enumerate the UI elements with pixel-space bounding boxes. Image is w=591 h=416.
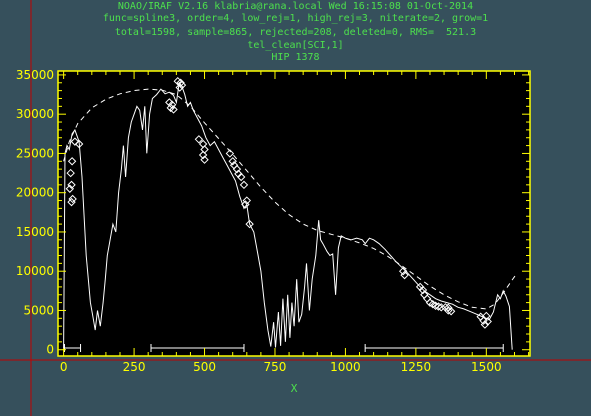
header-line-5: HIP 1378 [271, 52, 320, 63]
x-tick-label: 0 [60, 360, 68, 374]
header-line-3: total=1598, sample=865, rejected=208, de… [114, 27, 477, 38]
fit-curve [63, 88, 518, 310]
y-tick-label: 30000 [16, 107, 54, 121]
rejected-point [232, 164, 242, 174]
rejected-point [67, 157, 77, 166]
sample-ranges [63, 344, 504, 352]
rejected-point [67, 180, 76, 190]
rejected-point [444, 306, 453, 315]
rejected-point [167, 100, 177, 109]
x-tick-label: 250 [123, 360, 146, 374]
rejected-point [175, 83, 184, 92]
rejected-point [236, 172, 246, 182]
data-series [63, 76, 518, 350]
rejected-point [176, 78, 185, 87]
x-axis-label: X [291, 382, 298, 395]
rejected-point [225, 149, 235, 158]
spectrum-line [63, 81, 513, 350]
x-tick-label: 500 [193, 360, 216, 374]
rejected-point [200, 155, 209, 164]
y-tick-label: 0 [46, 343, 54, 357]
y-tick-label: 20000 [16, 186, 54, 200]
rejected-point [169, 105, 178, 114]
header-line-4: tel_clean[SCI,1] [247, 40, 344, 51]
rejected-point [67, 197, 76, 207]
y-tick-label: 15000 [16, 225, 54, 239]
rejected-point [418, 285, 428, 295]
plot-area [58, 71, 530, 356]
y-tick-label: 35000 [16, 68, 54, 82]
rejected-point [242, 196, 252, 205]
x-tick-label: 750 [264, 360, 287, 374]
rejected-point [480, 320, 490, 329]
rejected-point [65, 184, 75, 193]
rejected-point [228, 157, 237, 166]
y-tick-label: 10000 [16, 264, 54, 278]
rejected-point [241, 200, 250, 209]
axis-ticks: 0 250 500 750 1000 1250 1500050001000015000200… [16, 68, 530, 374]
rejected-point [398, 266, 408, 276]
rejected-point [431, 301, 440, 310]
rejected-point [74, 139, 84, 149]
frame-box [57, 70, 531, 357]
rejected-point [194, 135, 204, 144]
rejected-point [68, 194, 77, 204]
x-tick-label: 1000 [330, 360, 361, 374]
rejected-point [483, 317, 492, 326]
rejected-point [66, 168, 75, 178]
plot-frame [57, 70, 531, 357]
header-line-2: func=spline3, order=4, low_rej=1, high_r… [102, 13, 489, 24]
x-tick-label: 1250 [401, 360, 432, 374]
rejected-point [245, 219, 254, 229]
header-line-1: NOAO/IRAF V2.16 klabria@rana.local Wed 1… [117, 1, 474, 12]
rejected-point [177, 80, 187, 90]
rejected-point [239, 180, 249, 190]
x-tick-label: 1500 [471, 360, 502, 374]
rejected-point [198, 150, 208, 160]
y-tick-label: 5000 [23, 303, 54, 317]
rejected-point [434, 302, 443, 311]
y-tick-label: 25000 [16, 146, 54, 160]
rejected-point [446, 307, 456, 316]
rejected-point [400, 270, 409, 280]
rejected-point [70, 137, 80, 146]
